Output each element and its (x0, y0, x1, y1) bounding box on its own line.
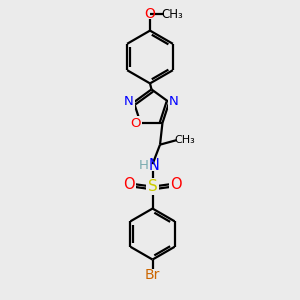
Text: Br: Br (145, 268, 160, 282)
Text: O: O (145, 7, 155, 21)
Text: O: O (170, 177, 182, 192)
Text: O: O (130, 117, 141, 130)
Text: O: O (123, 177, 135, 192)
Text: N: N (148, 158, 160, 173)
Text: H: H (139, 159, 149, 172)
Text: N: N (124, 95, 134, 108)
Text: CH₃: CH₃ (175, 134, 195, 145)
Text: N: N (169, 95, 179, 108)
Text: CH₃: CH₃ (162, 8, 183, 21)
Text: S: S (148, 179, 158, 194)
